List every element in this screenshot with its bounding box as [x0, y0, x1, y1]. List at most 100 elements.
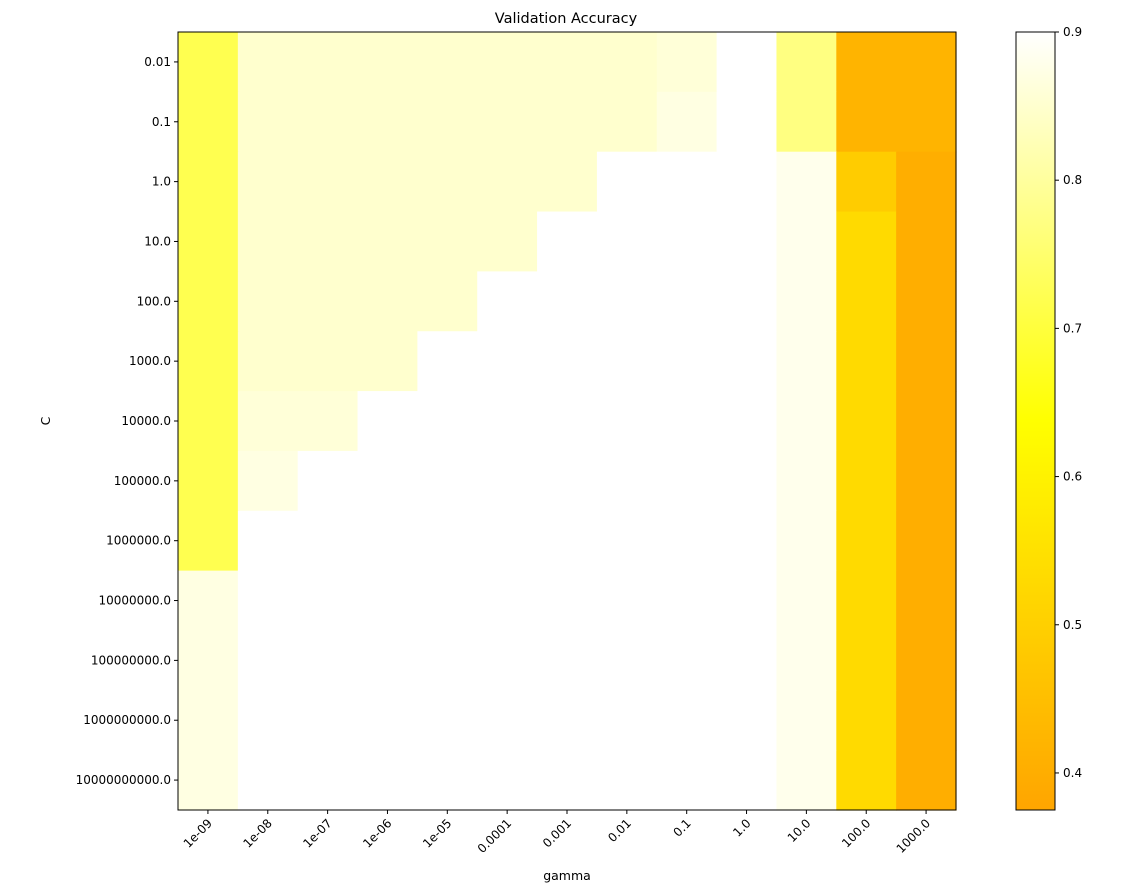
heatmap-cell — [896, 630, 957, 691]
x-tick-label: 0.0001 — [475, 816, 515, 856]
heatmap-cell — [357, 211, 418, 272]
heatmap-cell — [896, 151, 957, 213]
heatmap-cell — [596, 750, 658, 811]
heatmap-cell — [596, 331, 658, 392]
y-axis-label: C — [38, 416, 53, 425]
heatmap-cell — [357, 570, 418, 632]
colorbar — [1015, 31, 1056, 811]
heatmap-cell — [656, 690, 718, 751]
x-tick-label: 1e-05 — [420, 816, 454, 850]
heatmap-cell — [596, 570, 658, 632]
heatmap-cell — [477, 91, 538, 153]
y-tick-label: 1000000000.0 — [83, 713, 171, 727]
heatmap-cell — [477, 271, 538, 332]
heatmap-cell — [776, 630, 837, 691]
heatmap-cell — [896, 450, 957, 512]
heatmap-cell — [297, 271, 359, 332]
heatmap-cell — [297, 510, 359, 572]
heatmap-cell — [178, 510, 239, 572]
colorbar-tick-label: 0.6 — [1063, 470, 1082, 484]
heatmap-cell — [237, 510, 299, 572]
heatmap-cell — [836, 91, 897, 153]
heatmap-cell — [537, 570, 598, 632]
heatmap-cell — [896, 570, 957, 632]
heatmap-cell — [537, 510, 598, 572]
x-tick-label: 1e-09 — [181, 816, 215, 850]
heatmap-cell — [896, 391, 957, 452]
heatmap-cell — [716, 91, 778, 153]
heatmap-cell — [417, 211, 478, 272]
x-tick-label: 1.0 — [730, 816, 753, 839]
heatmap-cell — [656, 271, 718, 332]
heatmap-cell — [477, 750, 538, 811]
y-tick-label: 1.0 — [152, 175, 171, 189]
heatmap-cell — [836, 450, 897, 512]
heatmap-cell — [357, 151, 418, 213]
heatmap-cell — [237, 450, 299, 512]
heatmap-cell — [297, 32, 359, 93]
heatmap-cell — [178, 331, 239, 392]
heatmap-cell — [297, 450, 359, 512]
heatmap-cell — [417, 331, 478, 392]
heatmap-cell — [357, 630, 418, 691]
heatmap-cell — [477, 211, 538, 272]
heatmap-cell — [716, 391, 778, 452]
heatmap-cell — [716, 630, 778, 691]
heatmap-cell — [596, 630, 658, 691]
heatmap-cell — [836, 630, 897, 691]
heatmap-cell — [357, 690, 418, 751]
y-tick-label: 10000000000.0 — [76, 773, 171, 787]
heatmap-cell — [178, 630, 239, 691]
heatmap-cell — [417, 690, 478, 751]
heatmap-cell — [596, 391, 658, 452]
heatmap-cell — [776, 331, 837, 392]
heatmap-cell — [297, 630, 359, 691]
colorbar-tick-label: 0.4 — [1063, 766, 1082, 780]
heatmap-cell — [178, 450, 239, 512]
heatmap-cell — [417, 91, 478, 153]
heatmap-cell — [237, 32, 299, 93]
y-tick-label: 1000.0 — [129, 354, 171, 368]
heatmap-cell — [537, 271, 598, 332]
heatmap-cell — [417, 391, 478, 452]
heatmap-cell — [537, 750, 598, 811]
colorbar-tick-label: 0.7 — [1063, 321, 1082, 335]
heatmap-cell — [237, 331, 299, 392]
heatmap-cell — [477, 151, 538, 213]
heatmap-cell — [656, 391, 718, 452]
heatmap-cell — [237, 211, 299, 272]
colorbar-ticks: 0.4 0.5 0.6 0.7 0.8 0.9 — [1055, 25, 1082, 780]
heatmap-cell — [656, 32, 718, 93]
x-tick-label: 1e-07 — [300, 816, 334, 850]
heatmap-cell — [357, 331, 418, 392]
heatmap-cell — [477, 391, 538, 452]
heatmap-cell — [477, 331, 538, 392]
heatmap-cell — [716, 211, 778, 272]
heatmap-cell — [716, 510, 778, 572]
y-tick-label: 100000.0 — [114, 474, 171, 488]
heatmap-cell — [776, 271, 837, 332]
x-axis-ticks: 1e-09 1e-08 1e-07 1e-06 1e-05 0.0001 0.001 0.01… — [181, 810, 933, 856]
x-tick-label: 100.0 — [839, 816, 873, 850]
colorbar-tick-label: 0.5 — [1063, 618, 1082, 632]
heatmap-cell — [178, 570, 239, 632]
heatmap-cell — [178, 750, 239, 811]
heatmap-cell — [656, 630, 718, 691]
heatmap-cell — [596, 690, 658, 751]
y-tick-label: 100.0 — [137, 294, 171, 308]
heatmap-cell — [716, 570, 778, 632]
heatmap-cell — [417, 570, 478, 632]
heatmap-cell — [357, 510, 418, 572]
heatmap-cell — [836, 750, 897, 811]
heatmap-cell — [237, 570, 299, 632]
heatmap-cell — [596, 151, 658, 213]
heatmap-cell — [357, 271, 418, 332]
x-axis-label: gamma — [543, 868, 591, 883]
colorbar-tick-label: 0.9 — [1063, 25, 1082, 39]
heatmap-cell — [417, 151, 478, 213]
heatmap-cell — [417, 630, 478, 691]
y-tick-label: 10000.0 — [121, 414, 171, 428]
heatmap-cell — [297, 91, 359, 153]
heatmap-cell — [178, 151, 239, 213]
